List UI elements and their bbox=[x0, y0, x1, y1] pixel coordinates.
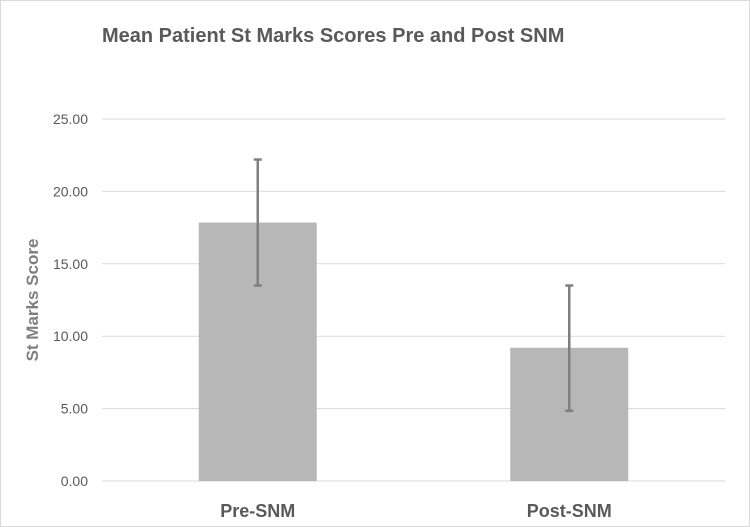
gridlines bbox=[102, 118, 725, 482]
category-label: Post-SNM bbox=[527, 501, 612, 521]
y-tick-labels: 0.00 5.00 10.00 15.00 20.00 25.00 bbox=[53, 111, 88, 489]
bars bbox=[198, 222, 629, 482]
y-tick-label: 5.00 bbox=[61, 401, 88, 417]
y-tick-label: 20.00 bbox=[53, 183, 88, 199]
y-tick-label: 15.00 bbox=[53, 256, 88, 272]
y-tick-label: 0.00 bbox=[61, 473, 88, 489]
y-tick-label: 25.00 bbox=[53, 111, 88, 127]
y-tick-label: 10.00 bbox=[53, 328, 88, 344]
category-label: Pre-SNM bbox=[220, 501, 295, 521]
chart-title: Mean Patient St Marks Scores Pre and Pos… bbox=[102, 25, 564, 47]
y-axis-label: St Marks Score bbox=[23, 239, 42, 362]
category-labels: Pre-SNM Post-SNM bbox=[220, 501, 612, 521]
error-bars bbox=[253, 158, 574, 413]
